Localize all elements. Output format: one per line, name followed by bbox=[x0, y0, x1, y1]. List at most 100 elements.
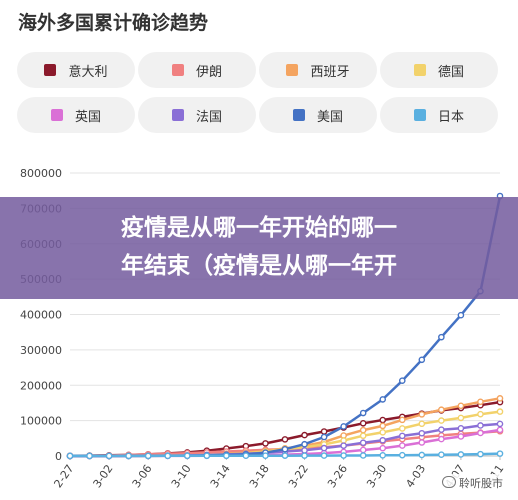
x-tick-label: 4-03 bbox=[403, 462, 428, 490]
legend-swatch bbox=[286, 64, 299, 76]
legend-label: 德国 bbox=[437, 64, 464, 80]
data-point bbox=[320, 452, 328, 459]
data-point bbox=[398, 425, 406, 432]
data-point bbox=[379, 452, 387, 459]
data-point bbox=[66, 452, 74, 460]
watermark-text: 聆听股市 bbox=[459, 477, 503, 490]
y-tick-label: 400000 bbox=[20, 309, 62, 322]
data-point bbox=[105, 452, 113, 460]
data-point bbox=[379, 436, 387, 444]
overlay-banner: 疫情是从哪一年开始的哪一 年结束（疫情是从哪一年开 bbox=[0, 197, 518, 299]
x-tick-label: 3-26 bbox=[325, 462, 350, 490]
data-point bbox=[301, 452, 308, 459]
data-point bbox=[340, 437, 347, 444]
data-point bbox=[320, 444, 328, 452]
data-point bbox=[418, 411, 426, 418]
x-tick-label: 3-14 bbox=[208, 462, 233, 490]
x-tick-label: 3-18 bbox=[247, 462, 272, 490]
y-tick-label: 0 bbox=[55, 450, 62, 463]
data-point bbox=[203, 452, 211, 460]
x-tick-label: 3-10 bbox=[169, 462, 194, 490]
legend-item[interactable]: 美国 bbox=[259, 97, 377, 133]
data-point bbox=[438, 426, 445, 433]
data-point bbox=[457, 414, 465, 422]
legend-item[interactable]: 西班牙 bbox=[259, 52, 377, 88]
data-point bbox=[340, 442, 347, 449]
data-point bbox=[301, 440, 308, 448]
y-tick-label: 300000 bbox=[20, 344, 62, 357]
data-point bbox=[340, 423, 347, 430]
legend-item[interactable]: 英国 bbox=[17, 97, 135, 133]
data-point bbox=[457, 311, 465, 319]
data-point bbox=[320, 428, 328, 435]
legend-swatch bbox=[44, 64, 57, 76]
data-point bbox=[477, 410, 484, 418]
legend-swatch bbox=[171, 64, 184, 76]
chart-title: 海外多国累计确诊趋势 bbox=[18, 12, 209, 34]
x-tick-label: 2-27 bbox=[51, 462, 76, 490]
data-point bbox=[496, 420, 504, 428]
data-point bbox=[320, 433, 328, 441]
x-tick-label: 3-30 bbox=[364, 462, 389, 490]
x-tick-label: 3-22 bbox=[286, 462, 311, 490]
data-point bbox=[398, 377, 406, 384]
data-point bbox=[477, 422, 484, 429]
data-point bbox=[438, 435, 445, 443]
data-point bbox=[262, 452, 269, 459]
legend-swatch bbox=[171, 109, 184, 121]
data-point bbox=[398, 416, 406, 424]
data-point bbox=[301, 447, 308, 454]
data-point bbox=[496, 450, 504, 457]
data-point bbox=[477, 429, 484, 437]
data-point bbox=[477, 398, 484, 406]
data-point bbox=[301, 431, 308, 439]
data-point bbox=[183, 452, 191, 460]
data-point bbox=[379, 429, 387, 436]
legend-swatch bbox=[413, 109, 426, 121]
legend-item[interactable]: 法国 bbox=[138, 97, 256, 133]
data-point bbox=[86, 452, 93, 460]
data-point bbox=[379, 416, 387, 424]
banner-line-1: 疫情是从哪一年开始的哪一 bbox=[121, 215, 397, 241]
data-point bbox=[281, 452, 289, 459]
y-tick-label: 100000 bbox=[20, 415, 62, 428]
legend-label: 法国 bbox=[195, 109, 222, 125]
data-point bbox=[418, 356, 426, 364]
wechat-icon bbox=[442, 476, 456, 488]
data-point bbox=[359, 446, 367, 454]
y-tick-label: 800000 bbox=[20, 167, 62, 180]
legend-item[interactable]: 意大利 bbox=[17, 52, 135, 88]
data-point bbox=[457, 451, 465, 458]
banner-line-2: 年结束（疫情是从哪一年开 bbox=[121, 253, 397, 279]
data-point bbox=[496, 408, 504, 415]
data-point bbox=[496, 395, 504, 402]
data-point bbox=[359, 452, 367, 459]
legend-label: 日本 bbox=[437, 109, 464, 125]
data-point bbox=[438, 333, 445, 341]
data-point bbox=[418, 451, 426, 459]
data-point bbox=[398, 432, 406, 440]
data-point bbox=[125, 452, 132, 460]
legend-label: 意大利 bbox=[68, 64, 108, 80]
legend-item[interactable]: 德国 bbox=[380, 52, 498, 88]
legend-swatch bbox=[50, 109, 63, 121]
data-point bbox=[457, 433, 465, 440]
data-point bbox=[164, 452, 172, 460]
y-tick-label: 200000 bbox=[20, 379, 62, 392]
data-point bbox=[438, 417, 445, 424]
legend-item[interactable]: 日本 bbox=[380, 97, 498, 133]
data-point bbox=[398, 451, 406, 459]
data-point bbox=[281, 445, 289, 453]
data-point bbox=[359, 409, 367, 417]
data-point bbox=[262, 440, 269, 447]
data-point bbox=[398, 442, 406, 449]
data-point bbox=[359, 426, 367, 434]
legend-label: 伊朗 bbox=[195, 64, 222, 80]
data-point bbox=[457, 402, 465, 410]
legend-item[interactable]: 伊朗 bbox=[138, 52, 256, 88]
data-point bbox=[379, 396, 387, 403]
data-point bbox=[359, 419, 367, 427]
legend-label: 英国 bbox=[74, 109, 101, 125]
data-point bbox=[379, 422, 387, 430]
watermark: 聆听股市 bbox=[438, 474, 507, 492]
